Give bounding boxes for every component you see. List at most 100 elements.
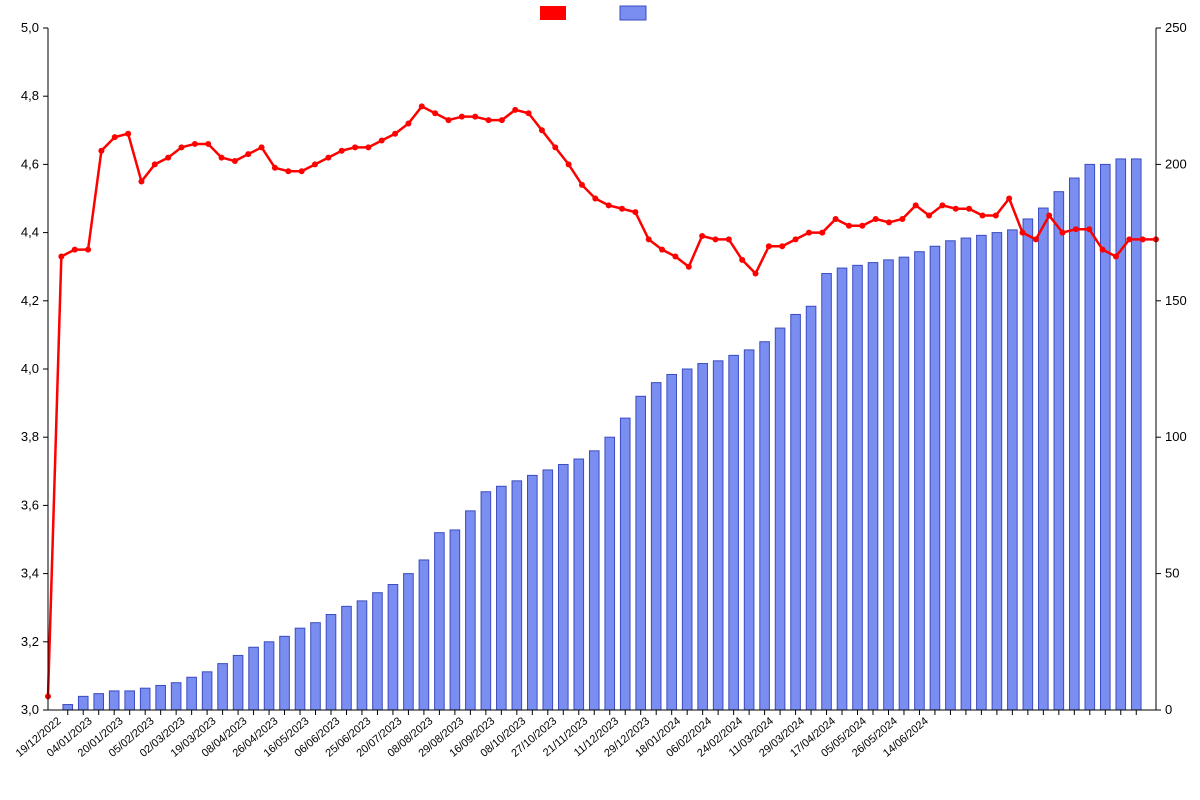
bar (868, 263, 878, 710)
bar (264, 642, 274, 710)
ytick-left-label: 4,6 (21, 156, 39, 171)
line-marker (445, 117, 451, 123)
line-marker (926, 213, 932, 219)
bar (357, 601, 367, 710)
bar (822, 274, 832, 710)
line-marker (419, 103, 425, 109)
line-marker (192, 141, 198, 147)
line-marker (632, 209, 638, 215)
bars-group (63, 159, 1141, 710)
ytick-left-label: 3,2 (21, 634, 39, 649)
line-marker (979, 213, 985, 219)
bar (543, 470, 553, 710)
line-marker (125, 131, 131, 137)
line-marker (606, 202, 612, 208)
bar (233, 655, 243, 710)
line-marker (873, 216, 879, 222)
bar (1023, 219, 1033, 710)
line-marker (72, 247, 78, 253)
line-marker (112, 134, 118, 140)
bar (1054, 192, 1064, 710)
bar (651, 383, 661, 710)
bar (698, 364, 708, 710)
bar (171, 683, 181, 710)
line-marker (219, 155, 225, 161)
bar (1131, 159, 1141, 710)
line-marker (953, 206, 959, 212)
bar (404, 574, 414, 710)
bar (744, 350, 754, 710)
line-marker (753, 271, 759, 277)
ytick-right-label: 200 (1165, 156, 1187, 171)
bar (589, 451, 599, 710)
bar (961, 238, 971, 710)
line-marker (966, 206, 972, 212)
ytick-left-label: 4,2 (21, 293, 39, 308)
bar (1116, 159, 1126, 710)
bar (806, 306, 816, 710)
line-marker (1126, 236, 1132, 242)
line-marker (432, 110, 438, 116)
bar (713, 361, 723, 710)
bar (295, 628, 305, 710)
line-marker (939, 202, 945, 208)
line-marker (405, 120, 411, 126)
line-marker (232, 158, 238, 164)
line-marker (379, 138, 385, 144)
bar (853, 265, 863, 710)
line-marker (272, 165, 278, 171)
ytick-left-label: 3,0 (21, 702, 39, 717)
ytick-right-label: 0 (1165, 702, 1172, 717)
line-marker (806, 230, 812, 236)
bar (497, 486, 507, 710)
line-marker (1033, 236, 1039, 242)
line-marker (472, 114, 478, 120)
line-marker (499, 117, 505, 123)
line-marker (646, 236, 652, 242)
line-marker (579, 182, 585, 188)
line-marker (285, 168, 291, 174)
line-marker (486, 117, 492, 123)
line-marker (859, 223, 865, 229)
line-marker (98, 148, 104, 154)
line-marker (619, 206, 625, 212)
legend-swatch-bar (620, 6, 646, 20)
line-marker (886, 219, 892, 225)
bar (249, 647, 259, 710)
bar (977, 235, 987, 710)
bar (388, 585, 398, 710)
bar (466, 511, 476, 710)
line-marker (766, 243, 772, 249)
line-marker (245, 151, 251, 157)
line-marker (312, 161, 318, 167)
line-marker (512, 107, 518, 113)
line-marker (58, 253, 64, 259)
line-marker (459, 114, 465, 120)
ytick-left-label: 4,4 (21, 225, 39, 240)
bar (342, 606, 352, 710)
bar (512, 481, 522, 710)
line-marker (779, 243, 785, 249)
line-marker (339, 148, 345, 154)
bar (528, 475, 538, 710)
bar (1085, 164, 1095, 710)
line-marker (1046, 213, 1052, 219)
chart-svg: 3,03,23,43,63,84,04,24,44,64,85,00501001… (0, 0, 1200, 800)
line-marker (659, 247, 665, 253)
ytick-right-label: 250 (1165, 20, 1187, 35)
bar (311, 623, 321, 710)
bar (775, 328, 785, 710)
bar (419, 560, 429, 710)
bar (1070, 178, 1080, 710)
line-marker (993, 213, 999, 219)
bar (682, 369, 692, 710)
bar (1100, 164, 1110, 710)
line-marker (539, 127, 545, 133)
line-marker (739, 257, 745, 263)
line-marker (552, 144, 558, 150)
bar (915, 252, 925, 710)
line-marker (138, 178, 144, 184)
ytick-right-label: 100 (1165, 429, 1187, 444)
bar (791, 314, 801, 710)
bar (884, 260, 894, 710)
